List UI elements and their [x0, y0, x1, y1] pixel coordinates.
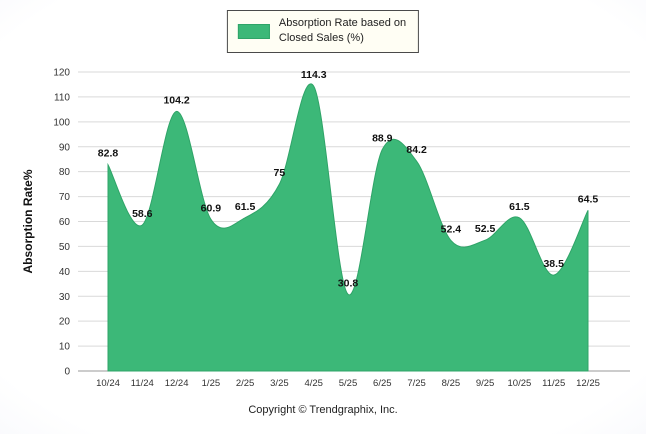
x-tick-label: 4/25: [304, 378, 323, 389]
x-tick-label: 12/25: [576, 378, 600, 389]
data-label: 61.5: [235, 201, 256, 213]
data-label: 75: [274, 167, 286, 179]
x-tick-label: 5/25: [339, 378, 358, 389]
x-tick-label: 12/24: [165, 378, 189, 389]
legend: Absorption Rate based on Closed Sales (%…: [226, 10, 420, 53]
y-axis-title: Absorption Rate%: [21, 169, 35, 273]
y-tick-label: 100: [53, 117, 70, 128]
copyright-text: Copyright © Trendgraphix, Inc.: [248, 404, 398, 416]
y-tick-label: 70: [59, 192, 71, 203]
x-tick-label: 8/25: [442, 378, 461, 389]
y-tick-label: 20: [59, 317, 71, 328]
data-label: 30.8: [338, 277, 359, 289]
data-label: 104.2: [163, 94, 189, 106]
data-label: 38.5: [543, 258, 564, 270]
data-label: 82.8: [98, 148, 119, 160]
data-label: 52.4: [441, 223, 462, 235]
y-tick-label: 30: [59, 292, 71, 303]
x-tick-label: 11/25: [542, 378, 565, 389]
x-tick-label: 10/24: [96, 378, 120, 389]
x-tick-label: 1/25: [202, 378, 221, 389]
x-tick-label: 9/25: [476, 378, 495, 389]
x-tick-label: 6/25: [373, 378, 392, 389]
data-label: 88.9: [372, 133, 393, 145]
y-tick-label: 0: [64, 367, 70, 378]
data-label: 64.5: [578, 193, 599, 205]
x-tick-label: 11/24: [131, 378, 154, 389]
y-tick-label: 110: [54, 92, 70, 103]
legend-swatch-icon: [237, 23, 270, 39]
data-label: 58.6: [132, 208, 153, 220]
data-label: 61.5: [509, 201, 530, 213]
y-tick-label: 80: [59, 167, 71, 178]
y-tick-label: 120: [53, 68, 70, 79]
x-tick-label: 7/25: [407, 378, 426, 389]
y-tick-label: 50: [59, 242, 71, 253]
y-tick-label: 90: [59, 142, 71, 153]
area-series: [107, 83, 589, 372]
data-label: 60.9: [201, 202, 222, 214]
data-label: 52.5: [475, 223, 496, 235]
y-tick-label: 60: [59, 217, 71, 228]
x-tick-label: 3/25: [270, 378, 289, 389]
legend-label: Absorption Rate based on Closed Sales (%…: [278, 17, 407, 45]
y-tick-label: 10: [59, 342, 71, 353]
data-label: 84.2: [406, 144, 427, 156]
y-tick-label: 40: [59, 267, 71, 278]
x-tick-label: 10/25: [508, 378, 532, 389]
x-tick-label: 2/25: [236, 378, 255, 389]
data-label: 114.3: [301, 69, 327, 81]
